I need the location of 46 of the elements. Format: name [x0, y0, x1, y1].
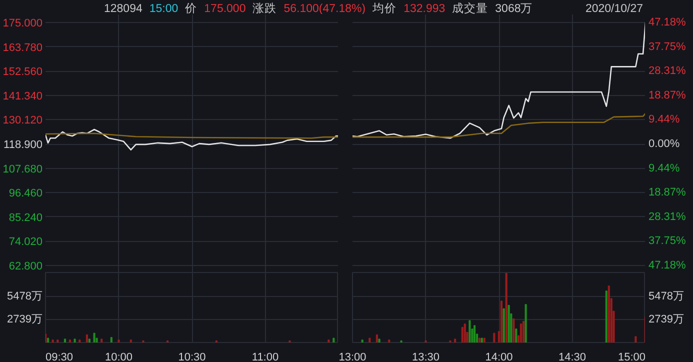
- x-tick-label: 14:30: [558, 352, 586, 362]
- text: 15:00: [149, 3, 178, 15]
- x-tick-label: 10:30: [178, 352, 206, 362]
- text: 128094: [104, 3, 142, 15]
- x-tick-label: 13:00: [338, 352, 366, 362]
- text: 2020/10/27: [585, 2, 643, 16]
- y2-tick-label: 37.75%: [648, 235, 686, 248]
- y-tick-label: 107.680: [2, 163, 43, 176]
- x-tick-label: 09:30: [46, 352, 74, 362]
- y2-tick-label: 9.44%: [648, 162, 680, 174]
- y2-tick-label: 2739万: [648, 313, 684, 326]
- x-tick-label: 13:30: [412, 352, 440, 362]
- y-tick-label: 130.120: [2, 114, 43, 127]
- text: 132.993: [404, 3, 446, 15]
- x-tick-label: 10:00: [104, 352, 133, 362]
- y-tick-label: 5478万: [7, 290, 43, 302]
- y-tick-label: 163.780: [2, 42, 43, 54]
- y2-tick-label: 0.00%: [648, 138, 680, 150]
- x-tick-label: 11:00: [252, 352, 279, 362]
- y2-tick-label: 18.87%: [648, 89, 686, 102]
- text: 3068万: [495, 3, 533, 15]
- text: 175.000: [204, 3, 246, 15]
- y2-tick-label: 47.18%: [648, 16, 686, 28]
- y-tick-label: 118.900: [4, 139, 43, 151]
- text: 成交量: [452, 3, 488, 15]
- text: 均价: [372, 3, 397, 15]
- y2-tick-label: 9.44%: [648, 114, 680, 126]
- y-tick-label: 152.560: [2, 66, 43, 78]
- y-tick-label: 85.240: [8, 212, 43, 224]
- y-tick-label: 96.460: [8, 188, 43, 200]
- text: 价: [185, 3, 198, 15]
- text: 涨跌: [252, 3, 277, 15]
- y-tick-label: 175.000: [2, 18, 43, 30]
- y2-tick-label: 28.31%: [648, 210, 686, 223]
- y-tick-label: 2739万: [7, 313, 43, 326]
- x-tick-label: 15:00: [618, 352, 646, 362]
- x-tick-label: 14:00: [485, 352, 513, 362]
- y2-tick-label: 18.87%: [648, 186, 686, 199]
- y2-tick-label: 28.31%: [648, 65, 686, 78]
- y2-tick-label: 5478万: [648, 290, 684, 302]
- y2-tick-label: 37.75%: [648, 40, 686, 53]
- y-tick-label: 74.020: [8, 236, 43, 248]
- y-tick-label: 62.800: [8, 260, 43, 272]
- text: 56.100(47.18%): [284, 3, 366, 15]
- y-tick-label: 141.340: [2, 90, 43, 102]
- y2-tick-label: 47.18%: [648, 260, 686, 272]
